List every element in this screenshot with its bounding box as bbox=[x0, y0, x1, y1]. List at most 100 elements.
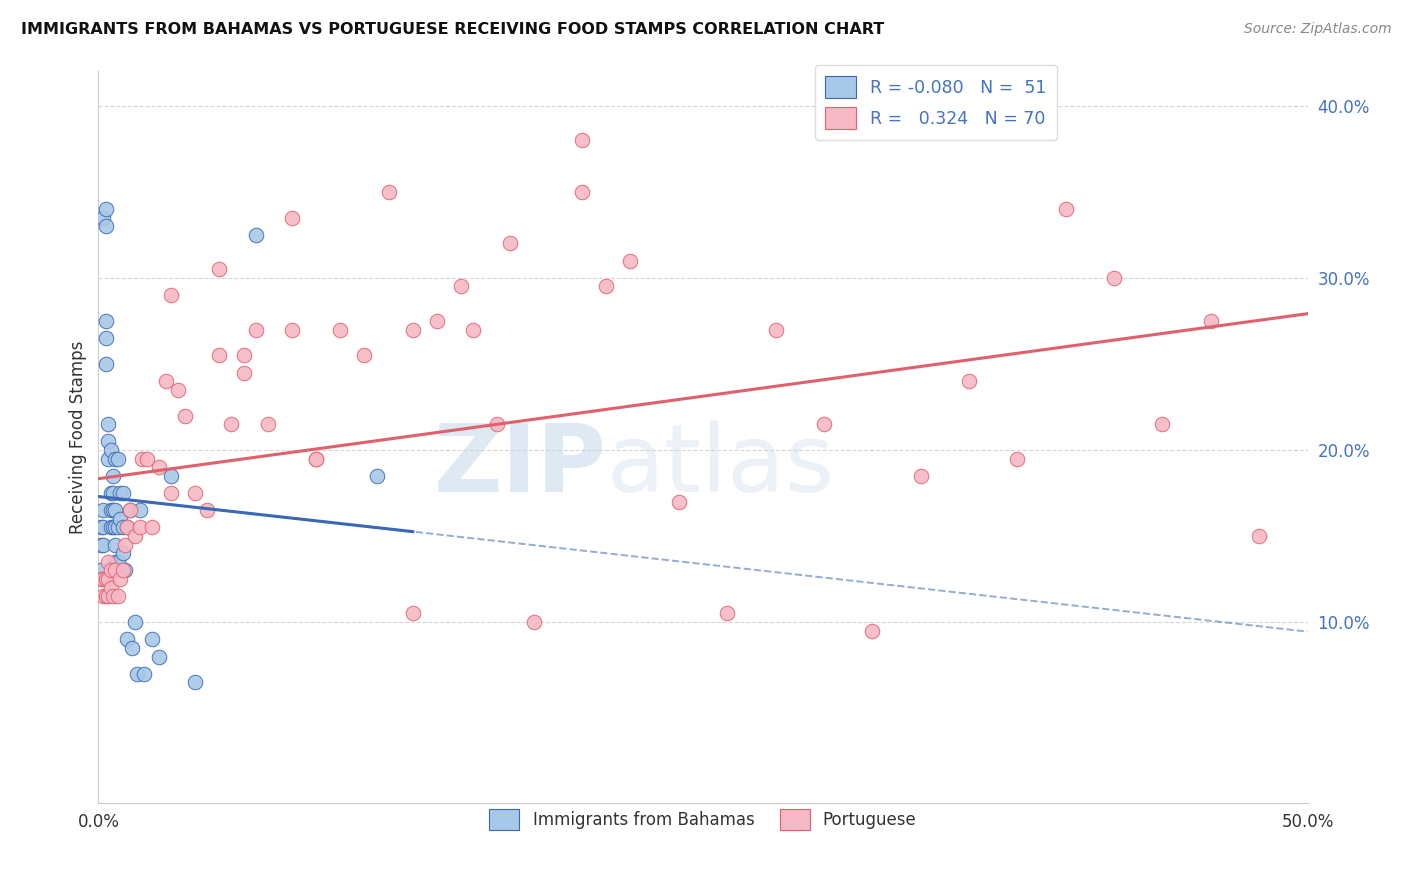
Point bbox=[329, 322, 352, 336]
Point bbox=[128, 520, 150, 534]
Point bbox=[97, 589, 120, 603]
Point bbox=[208, 262, 231, 277]
Point bbox=[97, 417, 120, 432]
Point bbox=[104, 555, 127, 569]
Point bbox=[160, 486, 183, 500]
Point bbox=[668, 494, 690, 508]
Point bbox=[121, 640, 143, 655]
Point bbox=[184, 675, 207, 690]
Point bbox=[910, 468, 932, 483]
Point bbox=[97, 451, 120, 466]
Point bbox=[117, 632, 139, 647]
Point bbox=[117, 520, 139, 534]
Point bbox=[107, 555, 129, 569]
Point bbox=[104, 520, 127, 534]
Point bbox=[94, 357, 117, 371]
Point bbox=[141, 520, 163, 534]
Point bbox=[114, 564, 136, 578]
Point bbox=[155, 374, 177, 388]
Point bbox=[1102, 271, 1125, 285]
Point bbox=[619, 253, 641, 268]
Point bbox=[208, 348, 231, 362]
Point bbox=[402, 322, 425, 336]
Point bbox=[486, 417, 509, 432]
Point bbox=[174, 409, 197, 423]
Point bbox=[118, 503, 141, 517]
Point bbox=[1249, 529, 1271, 543]
Point bbox=[91, 572, 114, 586]
Point bbox=[90, 538, 112, 552]
Point bbox=[90, 564, 112, 578]
Point bbox=[91, 520, 114, 534]
Point bbox=[100, 520, 122, 534]
Text: ZIP: ZIP bbox=[433, 420, 606, 512]
Point bbox=[127, 666, 149, 681]
Point bbox=[111, 486, 134, 500]
Point bbox=[595, 279, 617, 293]
Point bbox=[108, 486, 131, 500]
Point bbox=[107, 451, 129, 466]
Point bbox=[104, 538, 127, 552]
Point bbox=[124, 529, 146, 543]
Point bbox=[305, 451, 328, 466]
Point bbox=[91, 211, 114, 225]
Point bbox=[124, 615, 146, 629]
Point bbox=[128, 503, 150, 517]
Point bbox=[571, 185, 593, 199]
Point bbox=[716, 607, 738, 621]
Point bbox=[135, 451, 157, 466]
Point bbox=[402, 607, 425, 621]
Point bbox=[90, 520, 112, 534]
Point bbox=[195, 503, 218, 517]
Point bbox=[101, 589, 124, 603]
Point bbox=[91, 589, 114, 603]
Point bbox=[90, 572, 112, 586]
Point bbox=[167, 383, 190, 397]
Point bbox=[134, 666, 156, 681]
Point bbox=[118, 503, 141, 517]
Point bbox=[94, 331, 117, 345]
Point bbox=[117, 520, 139, 534]
Point bbox=[111, 520, 134, 534]
Point bbox=[100, 581, 122, 595]
Point bbox=[107, 520, 129, 534]
Point bbox=[1199, 314, 1222, 328]
Point bbox=[111, 564, 134, 578]
Point bbox=[377, 185, 399, 199]
Point bbox=[571, 133, 593, 147]
Point bbox=[111, 546, 134, 560]
Point bbox=[426, 314, 449, 328]
Point bbox=[94, 589, 117, 603]
Point bbox=[245, 322, 267, 336]
Point bbox=[366, 468, 388, 483]
Point bbox=[256, 417, 278, 432]
Point bbox=[305, 451, 328, 466]
Point bbox=[463, 322, 485, 336]
Point bbox=[108, 512, 131, 526]
Point bbox=[91, 538, 114, 552]
Point bbox=[221, 417, 243, 432]
Point bbox=[97, 434, 120, 449]
Point bbox=[131, 451, 153, 466]
Text: IMMIGRANTS FROM BAHAMAS VS PORTUGUESE RECEIVING FOOD STAMPS CORRELATION CHART: IMMIGRANTS FROM BAHAMAS VS PORTUGUESE RE… bbox=[21, 22, 884, 37]
Point bbox=[101, 520, 124, 534]
Point bbox=[94, 202, 117, 216]
Y-axis label: Receiving Food Stamps: Receiving Food Stamps bbox=[69, 341, 87, 533]
Point bbox=[160, 288, 183, 302]
Legend: Immigrants from Bahamas, Portuguese: Immigrants from Bahamas, Portuguese bbox=[481, 800, 925, 838]
Point bbox=[101, 503, 124, 517]
Point bbox=[148, 460, 170, 475]
Point bbox=[94, 572, 117, 586]
Point bbox=[114, 538, 136, 552]
Point bbox=[957, 374, 980, 388]
Text: Source: ZipAtlas.com: Source: ZipAtlas.com bbox=[1244, 22, 1392, 37]
Text: atlas: atlas bbox=[606, 420, 835, 512]
Point bbox=[100, 486, 122, 500]
Point bbox=[100, 442, 122, 457]
Point bbox=[94, 314, 117, 328]
Point bbox=[232, 366, 254, 380]
Point bbox=[148, 649, 170, 664]
Point bbox=[1054, 202, 1077, 216]
Point bbox=[813, 417, 835, 432]
Point bbox=[97, 572, 120, 586]
